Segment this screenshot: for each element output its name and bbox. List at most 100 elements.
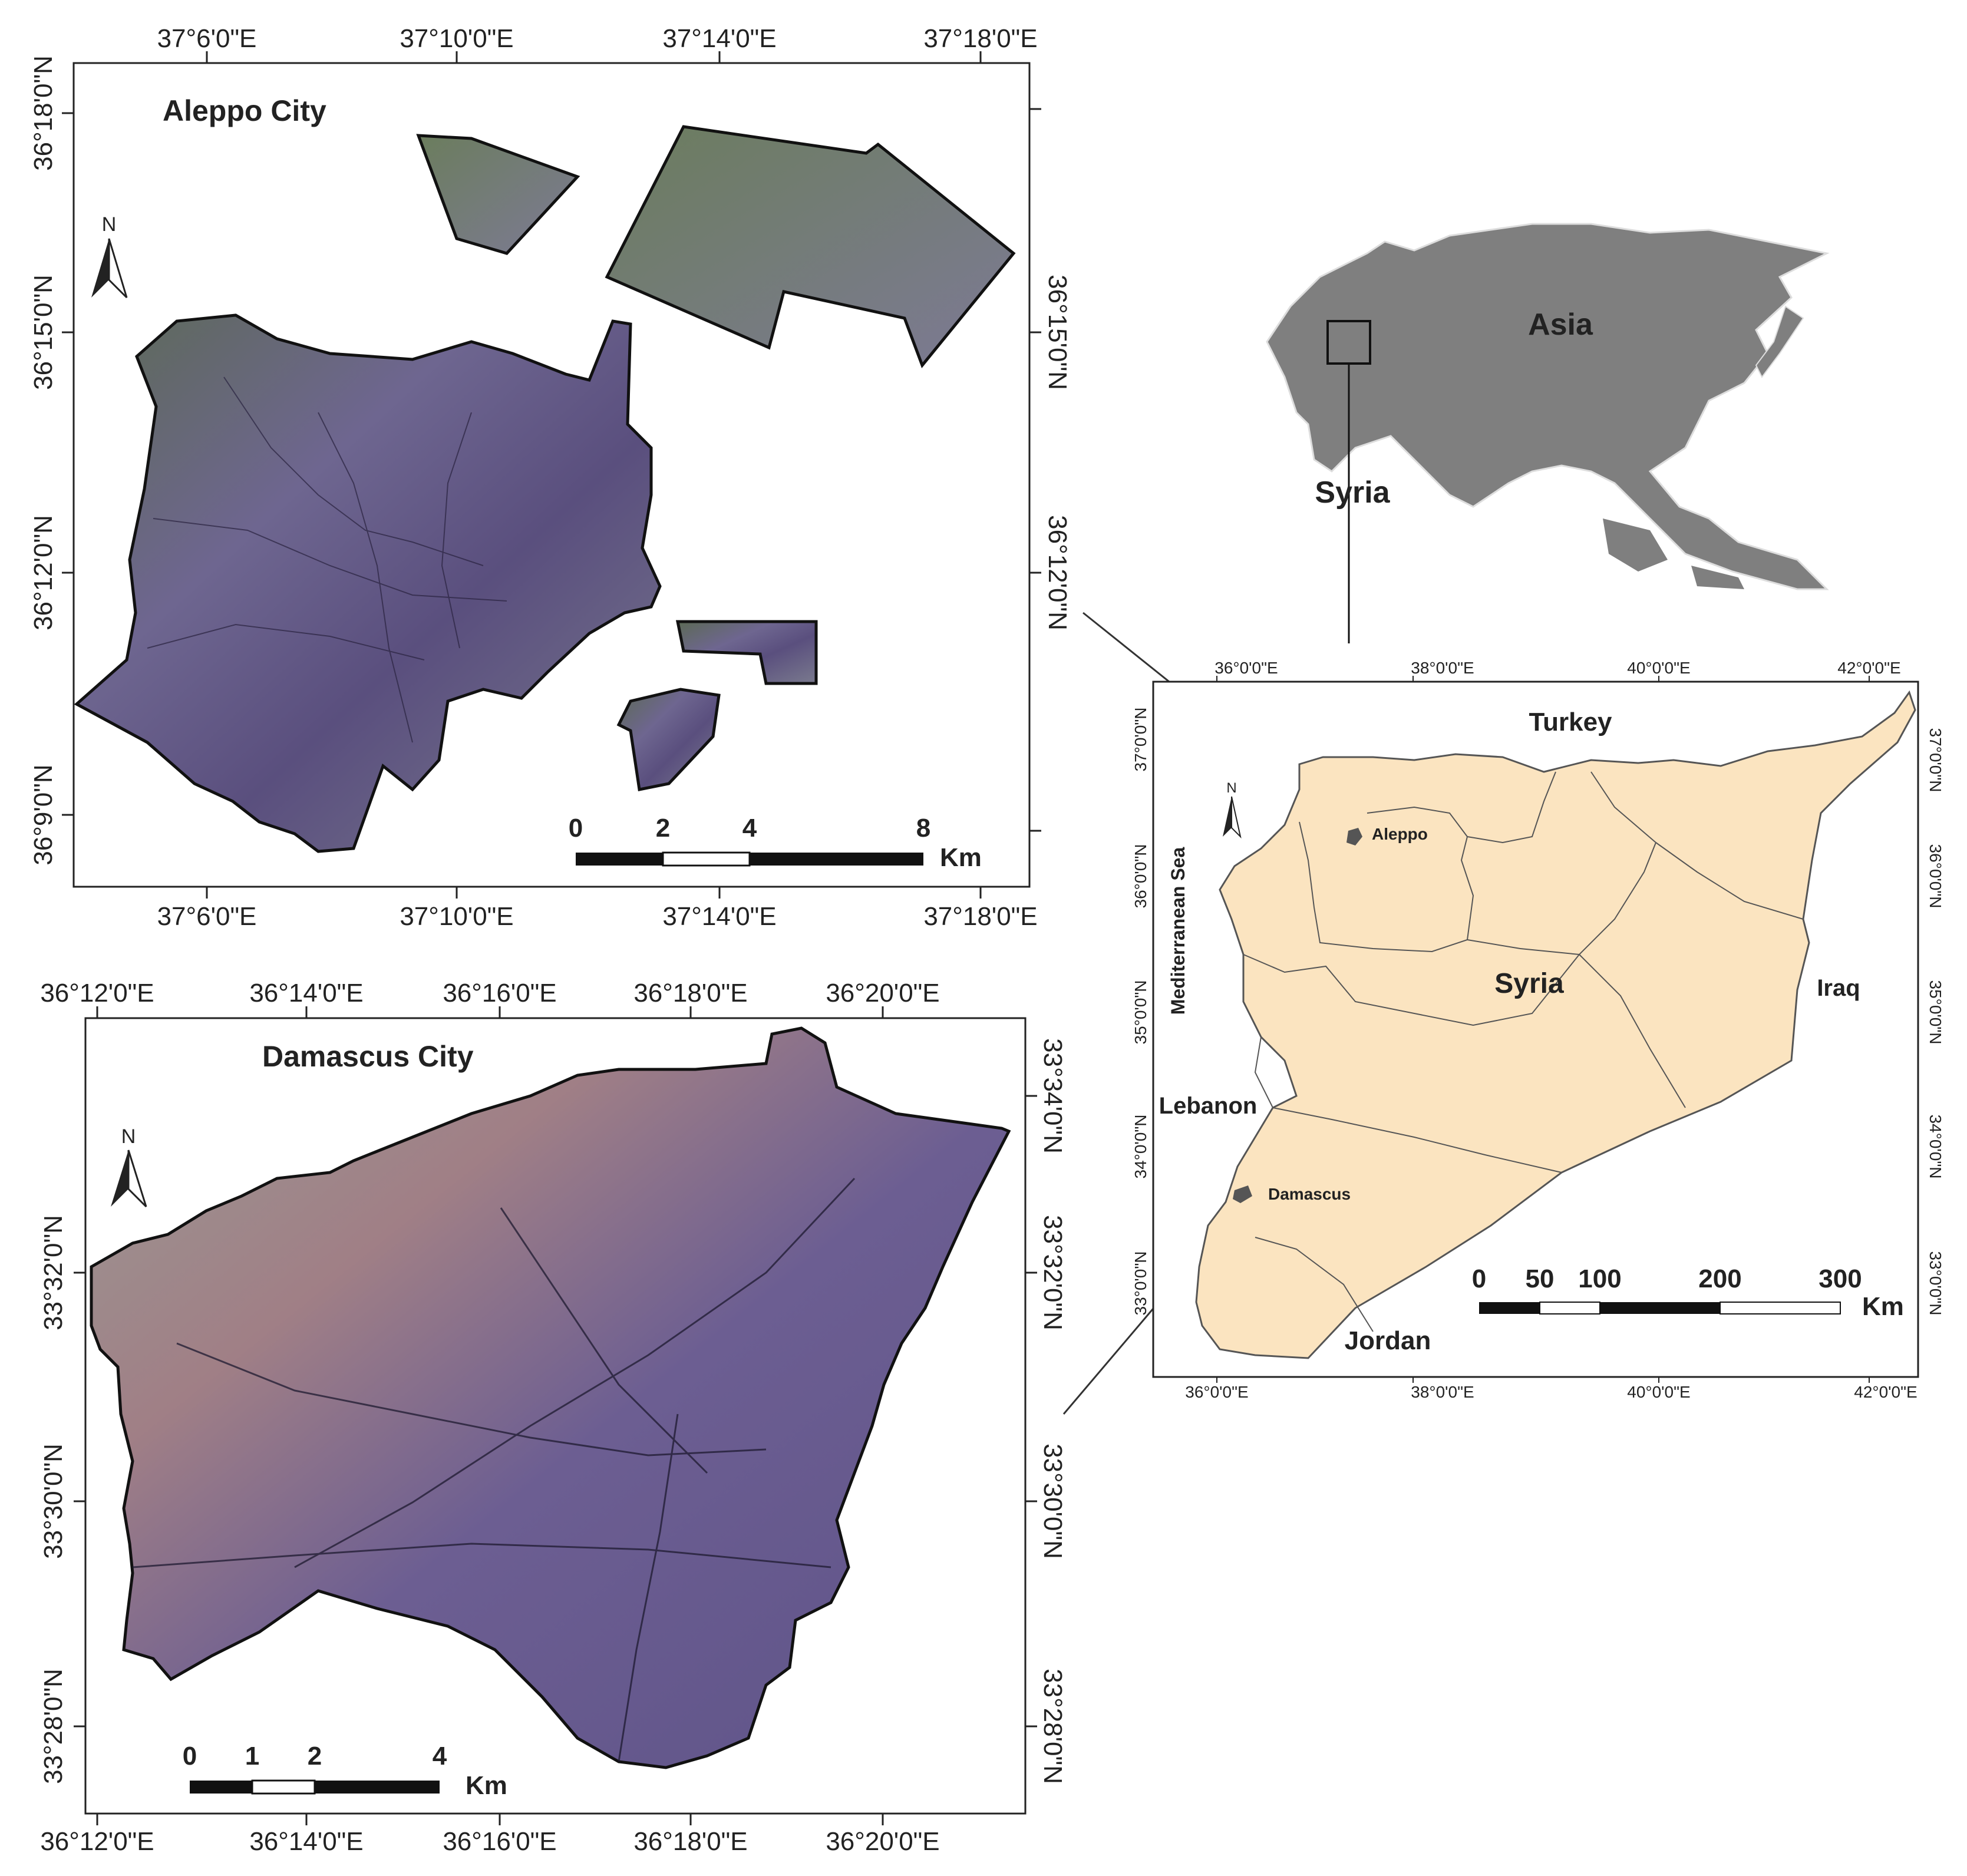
syria-scale-unit: Km: [1862, 1292, 1904, 1321]
aleppo-southeast-district-image: [616, 688, 721, 791]
aleppo-east-district-image: [675, 620, 818, 685]
aleppo-lat-left-4: 36°9'0"N: [29, 764, 58, 865]
damascus-road-lines: [132, 1177, 856, 1762]
aleppo-northeast-district-image: [605, 125, 1016, 368]
syria-scale-tick-50: 50: [1526, 1264, 1555, 1293]
syria-lat-right-2: 36°0'0"N: [1926, 844, 1945, 909]
syria-scale-bar: [1479, 1302, 1841, 1314]
syria-lon-bottom-1: 36°0'0"E: [1185, 1383, 1248, 1401]
syria-country-shape: [1195, 690, 1916, 1359]
damascus-lon-bottom-2: 36°14'0"E: [249, 1827, 363, 1856]
syria-north-arrow-icon: N: [1223, 780, 1242, 839]
lebanon-label: Lebanon: [1159, 1093, 1258, 1119]
aleppo-neighbourhood-lines: [147, 376, 507, 743]
syria-ticks: [1216, 676, 1870, 1383]
damascus-scale-unit: Km: [466, 1771, 507, 1800]
asia-continent-shape: [1266, 223, 1830, 590]
syria-lat-right-5: 33°0'0"N: [1926, 1251, 1945, 1316]
damascus-lat-right-3: 33°30'0"N: [1038, 1444, 1067, 1559]
syria-lon-bottom-3: 40°0'0"E: [1627, 1383, 1690, 1401]
syria-scale-tick-300: 300: [1819, 1264, 1862, 1293]
syria-lat-left-2: 36°0'0"N: [1131, 844, 1150, 909]
aleppo-lat-right-1: 36°15'0"N: [1043, 275, 1072, 390]
damascus-ticks: [74, 1006, 1037, 1825]
southeast-asia-islands-shape: [1603, 518, 1744, 589]
damascus-lat-right-1: 33°34'0"N: [1038, 1038, 1067, 1154]
damascus-north-label: N: [121, 1125, 136, 1148]
aleppo-ticks: [62, 51, 1041, 899]
damascus-lon-top-4: 36°18'0"E: [633, 979, 747, 1008]
jordan-label: Jordan: [1345, 1326, 1431, 1355]
damascus-label: Damascus: [1268, 1185, 1351, 1203]
syria-lat-right-4: 34°0'0"N: [1926, 1115, 1945, 1179]
aleppo-north-arrow-icon: N: [91, 213, 128, 299]
aleppo-title: Aleppo City: [163, 94, 326, 127]
damascus-lon-top-5: 36°20'0"E: [826, 979, 939, 1008]
aleppo-scale-unit: Km: [940, 843, 982, 872]
syria-lat-left-4: 34°0'0"N: [1131, 1115, 1150, 1179]
syria-lat-right-3: 35°0'0"N: [1926, 980, 1945, 1045]
syria-lon-top-1: 36°0'0"E: [1214, 659, 1278, 677]
damascus-scale-tick-4: 4: [433, 1742, 447, 1771]
aleppo-scale-tick-2: 2: [656, 814, 670, 843]
damascus-title: Damascus City: [262, 1040, 474, 1073]
aleppo-lon-bottom-1: 37°6'0"E: [157, 902, 257, 931]
syria-country-label: Syria: [1494, 968, 1564, 999]
asia-label: Asia: [1528, 308, 1593, 342]
damascus-lon-bottom-4: 36°18'0"E: [633, 1827, 747, 1856]
japan-shape: [1755, 305, 1804, 378]
mediterranean-label: Mediterranean Sea: [1167, 847, 1189, 1015]
damascus-city-marker-icon: [1233, 1185, 1252, 1203]
aleppo-map: 37°6'0"E 37°10'0"E 37°14'0"E 37°18'0"E 3…: [29, 24, 1072, 931]
syria-scale-tick-100: 100: [1578, 1264, 1621, 1293]
syria-lon-bottom-2: 38°0'0"E: [1411, 1383, 1474, 1401]
iraq-label: Iraq: [1817, 975, 1860, 1001]
damascus-scale-tick-2: 2: [308, 1742, 322, 1771]
damascus-scale-bar: [190, 1779, 440, 1795]
syria-lat-left-5: 33°0'0"N: [1131, 1251, 1150, 1316]
aleppo-north-label: N: [102, 213, 117, 236]
damascus-lon-bottom-1: 36°12'0"E: [40, 1827, 154, 1856]
aleppo-scale-bar: [576, 851, 923, 867]
damascus-map: 36°12'0"E 36°14'0"E 36°16'0"E 36°18'0"E …: [39, 979, 1067, 1856]
damascus-lon-top-3: 36°16'0"E: [443, 979, 556, 1008]
damascus-lat-left-1: 33°32'0"N: [39, 1215, 68, 1330]
syria-lon-bottom-4: 42°0'0"E: [1854, 1383, 1917, 1401]
damascus-lon-top-2: 36°14'0"E: [249, 979, 363, 1008]
aleppo-scale-tick-0: 0: [569, 814, 583, 843]
syria-map: 36°0'0"E 38°0'0"E 40°0'0"E 42°0'0"E 36°0…: [1131, 659, 1945, 1401]
aleppo-lat-left-3: 36°12'0"N: [29, 515, 58, 630]
aleppo-lon-bottom-4: 37°18'0"E: [923, 902, 1037, 931]
aleppo-lon-bottom-3: 37°14'0"E: [662, 902, 776, 931]
damascus-lon-bottom-5: 36°20'0"E: [826, 1827, 939, 1856]
aleppo-scale-tick-8: 8: [916, 814, 930, 843]
syria-scale-tick-0: 0: [1472, 1264, 1486, 1293]
damascus-lon-bottom-3: 36°16'0"E: [443, 1827, 556, 1856]
damascus-lat-right-2: 33°32'0"N: [1038, 1215, 1067, 1330]
aleppo-scale-tick-4: 4: [742, 814, 757, 843]
damascus-city-image: [90, 1026, 1011, 1769]
aleppo-lon-top-1: 37°6'0"E: [157, 24, 257, 53]
damascus-lat-left-2: 33°30'0"N: [39, 1444, 68, 1559]
syria-lon-top-4: 42°0'0"E: [1837, 659, 1900, 677]
damascus-lon-top-1: 36°12'0"E: [40, 979, 154, 1008]
damascus-scale-tick-0: 0: [183, 1742, 197, 1771]
syria-north-label: N: [1226, 780, 1236, 796]
asia-inset: Asia Syria: [1266, 223, 1830, 643]
aleppo-lat-left-2: 36°15'0"N: [29, 275, 58, 390]
aleppo-lat-right-2: 36°12'0"N: [1043, 515, 1072, 630]
damascus-lat-right-4: 33°28'0"N: [1038, 1669, 1067, 1784]
turkey-label: Turkey: [1529, 708, 1612, 736]
damascus-north-arrow-icon: N: [111, 1125, 147, 1208]
syria-governorate-borders: [1243, 771, 1804, 1332]
syria-lat-left-3: 35°0'0"N: [1131, 980, 1150, 1045]
aleppo-lon-top-2: 37°10'0"E: [400, 24, 513, 53]
damascus-lat-left-3: 33°28'0"N: [39, 1669, 68, 1784]
aleppo-lon-bottom-2: 37°10'0"E: [400, 902, 513, 931]
aleppo-city-main-image: [74, 313, 662, 853]
aleppo-lon-top-4: 37°18'0"E: [923, 24, 1037, 53]
syria-scale-tick-200: 200: [1698, 1264, 1741, 1293]
asia-syria-label: Syria: [1315, 475, 1390, 510]
aleppo-lat-left-1: 36°18'0"N: [29, 55, 58, 171]
syria-lon-top-3: 40°0'0"E: [1627, 659, 1690, 677]
